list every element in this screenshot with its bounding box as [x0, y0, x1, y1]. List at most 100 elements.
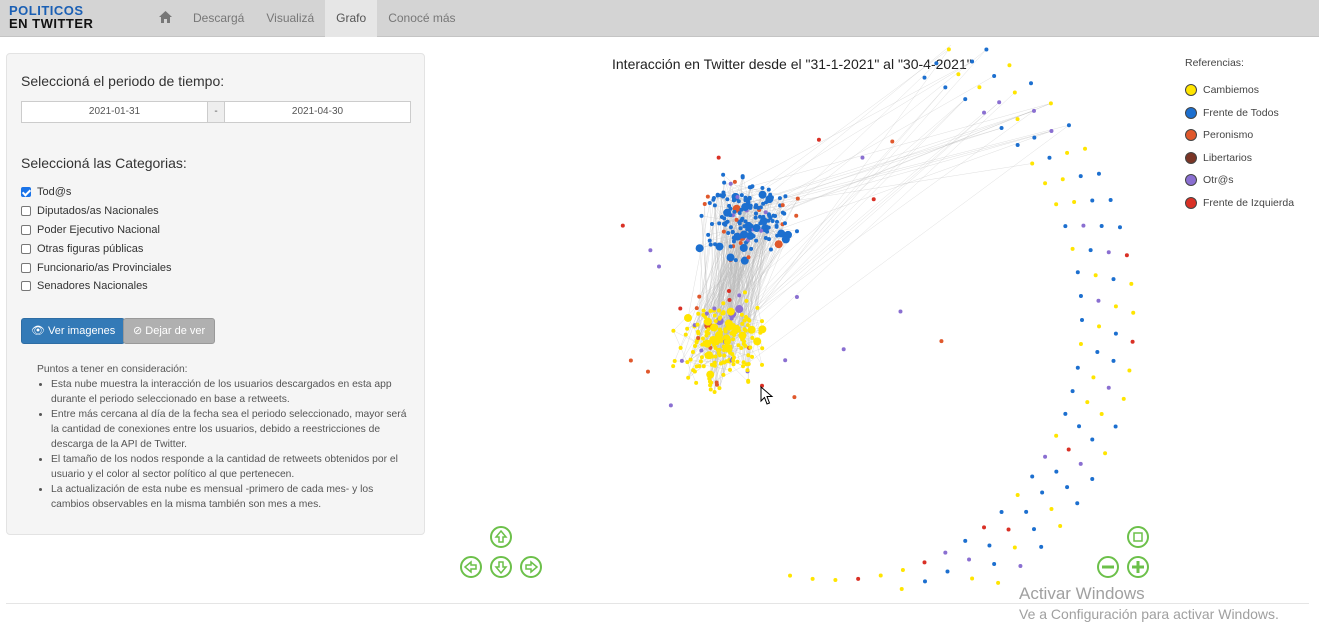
graph-node[interactable]	[713, 319, 718, 324]
graph-node[interactable]	[713, 354, 718, 359]
graph-node[interactable]	[753, 205, 758, 210]
graph-node[interactable]	[712, 203, 717, 208]
graph-node[interactable]	[724, 343, 729, 348]
graph-node[interactable]	[738, 233, 743, 238]
graph-node[interactable]	[754, 238, 759, 243]
graph-node[interactable]	[1030, 161, 1035, 166]
checkbox-icon[interactable]	[21, 281, 31, 292]
graph-node[interactable]	[1085, 400, 1090, 405]
graph-node[interactable]	[747, 196, 752, 201]
graph-node[interactable]	[712, 360, 717, 365]
graph-node[interactable]	[1065, 150, 1070, 155]
graph-node[interactable]	[1106, 250, 1111, 255]
nav-home[interactable]	[148, 0, 182, 37]
graph-node[interactable]	[699, 355, 704, 360]
arrow-down-icon[interactable]	[490, 556, 512, 578]
graph-node[interactable]	[1031, 108, 1036, 113]
graph-node[interactable]	[1124, 253, 1129, 258]
graph-node[interactable]	[731, 198, 736, 203]
graph-node[interactable]	[1070, 389, 1075, 394]
graph-node[interactable]	[721, 172, 726, 177]
graph-node[interactable]	[788, 573, 793, 578]
graph-node[interactable]	[721, 372, 726, 377]
graph-node[interactable]	[899, 586, 904, 591]
graph-node[interactable]	[755, 305, 760, 310]
graph-node[interactable]	[648, 248, 653, 253]
graph-node[interactable]	[744, 240, 749, 245]
graph-node[interactable]	[999, 509, 1004, 514]
graph-node[interactable]	[781, 235, 790, 244]
graph-node[interactable]	[1111, 277, 1116, 282]
graph-node[interactable]	[709, 221, 714, 226]
graph-node[interactable]	[737, 210, 742, 215]
graph-node[interactable]	[763, 236, 768, 241]
graph-node[interactable]	[728, 225, 733, 230]
graph-node[interactable]	[766, 225, 771, 230]
graph-node[interactable]	[956, 72, 961, 77]
graph-node[interactable]	[760, 319, 765, 324]
graph-node[interactable]	[729, 316, 734, 321]
graph-node[interactable]	[1040, 490, 1045, 495]
graph-node[interactable]	[970, 576, 975, 581]
graph-node[interactable]	[723, 329, 728, 334]
graph-node[interactable]	[707, 376, 712, 381]
graph-node[interactable]	[761, 214, 766, 219]
graph-node[interactable]	[645, 369, 650, 374]
graph-node[interactable]	[740, 321, 745, 326]
graph-node[interactable]	[761, 191, 766, 196]
graph-node[interactable]	[1012, 90, 1017, 95]
graph-node[interactable]	[984, 47, 989, 52]
graph-node[interactable]	[684, 313, 693, 322]
graph-node[interactable]	[816, 137, 821, 142]
graph-node[interactable]	[714, 335, 723, 344]
graph-node[interactable]	[1015, 493, 1020, 498]
graph-node[interactable]	[943, 85, 948, 90]
graph-node[interactable]	[759, 228, 764, 233]
graph-node[interactable]	[722, 180, 727, 185]
graph-node[interactable]	[1078, 341, 1083, 346]
graph-node[interactable]	[743, 195, 748, 200]
graph-node[interactable]	[697, 364, 702, 369]
graph-node[interactable]	[693, 343, 698, 348]
graph-node[interactable]	[1113, 304, 1118, 309]
graph-node[interactable]	[722, 348, 727, 353]
graph-node[interactable]	[712, 390, 717, 395]
graph-node[interactable]	[686, 375, 691, 380]
graph-node[interactable]	[671, 328, 676, 333]
graph-node[interactable]	[1075, 365, 1080, 370]
graph-node[interactable]	[939, 339, 944, 344]
graph-node[interactable]	[1031, 527, 1036, 532]
graph-node[interactable]	[733, 258, 738, 263]
graph-node[interactable]	[710, 354, 715, 359]
graph-node[interactable]	[717, 308, 722, 313]
graph-node[interactable]	[1075, 501, 1080, 506]
graph-node[interactable]	[742, 318, 747, 323]
graph-node[interactable]	[967, 557, 972, 562]
graph-node[interactable]	[1018, 563, 1023, 568]
graph-node[interactable]	[766, 196, 771, 201]
graph-node[interactable]	[841, 347, 846, 352]
graph-node[interactable]	[692, 369, 697, 374]
graph-node[interactable]	[737, 328, 742, 333]
graph-node[interactable]	[696, 311, 701, 316]
graph-node[interactable]	[1048, 101, 1053, 106]
graph-node[interactable]	[712, 342, 717, 347]
graph-node[interactable]	[1015, 142, 1020, 147]
graph-node[interactable]	[753, 215, 758, 220]
graph-node[interactable]	[762, 224, 767, 229]
graph-node[interactable]	[738, 226, 743, 231]
graph-node[interactable]	[701, 312, 706, 317]
graph-node[interactable]	[1090, 476, 1095, 481]
graph-node[interactable]	[731, 239, 736, 244]
graph-node[interactable]	[690, 349, 695, 354]
graph-node[interactable]	[715, 242, 724, 251]
graph-node[interactable]	[696, 336, 701, 341]
graph-node[interactable]	[705, 330, 710, 335]
graph-node[interactable]	[714, 380, 719, 385]
graph-node[interactable]	[628, 358, 633, 363]
graph-node[interactable]	[1006, 527, 1011, 532]
graph-node[interactable]	[1049, 506, 1054, 511]
graph-node[interactable]	[871, 197, 876, 202]
graph-node[interactable]	[708, 383, 713, 388]
graph-node[interactable]	[725, 197, 730, 202]
